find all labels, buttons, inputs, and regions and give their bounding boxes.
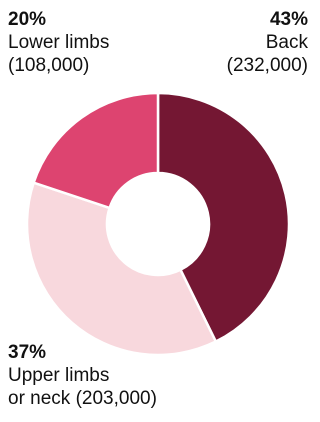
slice-percent-upper-limbs: 37%	[8, 342, 47, 363]
slice-value-back: (232,000)	[226, 55, 308, 76]
donut-slice-lower-limbs	[32, 91, 160, 210]
slice-percent-lower-limbs: 20%	[8, 9, 47, 30]
slice-label-upper-limbs: 37% Upper limbs or neck (203,000)	[8, 341, 157, 410]
slice-name-upper-limbs: Upper limbs	[8, 365, 110, 386]
slice-value-upper-limbs: or neck (203,000)	[8, 388, 157, 409]
slice-label-lower-limbs: 20% Lower limbs (108,000)	[8, 8, 109, 77]
slice-percent-back: 43%	[269, 9, 308, 30]
slice-label-back: 43% Back (232,000)	[227, 8, 308, 77]
donut-slice-upper-limbs	[25, 181, 218, 357]
slice-name-lower-limbs: Lower limbs	[8, 32, 110, 53]
slice-value-lower-limbs: (108,000)	[8, 55, 90, 76]
donut-slice-back	[156, 91, 291, 343]
slice-name-back: Back	[265, 32, 308, 53]
